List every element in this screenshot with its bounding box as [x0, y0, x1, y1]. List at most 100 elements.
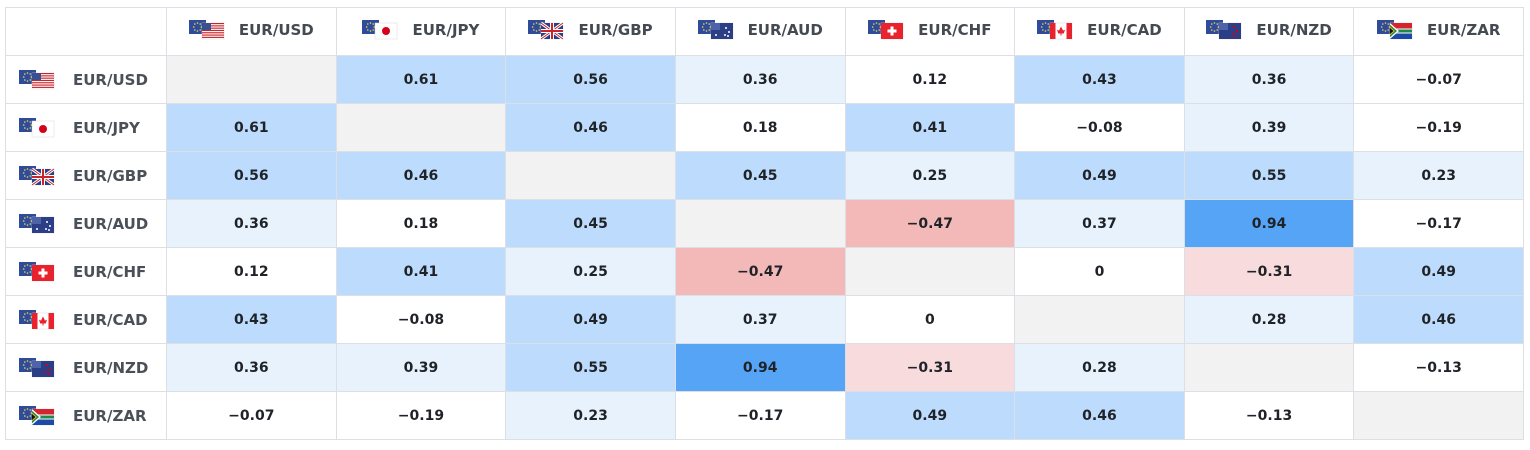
column-header-label: EUR/JPY — [412, 20, 480, 39]
correlation-cell: 0.37 — [1014, 199, 1185, 248]
ch-flag-icon — [868, 19, 904, 40]
correlation-cell: 0.46 — [335, 151, 507, 200]
correlation-cell: 0.43 — [1014, 55, 1185, 104]
correlation-cell: −0.13 — [1183, 391, 1355, 440]
row-header-label: EUR/USD — [73, 70, 148, 89]
correlation-cell: 0.28 — [1183, 295, 1355, 344]
matrix-row: EUR/USD 0.61 0.56 0.36 0.12 0.43 0.36 −0.07 — [5, 55, 1524, 104]
correlation-cell: 0.23 — [505, 391, 676, 440]
matrix-row: EUR/ZAR −0.07 −0.19 0.23 −0.17 0.49 0.46 −0.13 — [5, 391, 1524, 440]
correlation-cell: 0.46 — [505, 103, 676, 152]
jp-flag-icon — [362, 19, 398, 40]
matrix-row: EUR/CHF 0.12 0.41 0.25 −0.47 0 −0.31 0.49 — [5, 247, 1524, 296]
correlation-cell: 0.25 — [505, 247, 676, 296]
column-header: EUR/GBP — [505, 7, 676, 56]
us-flag-icon — [19, 69, 55, 90]
correlation-cell: 0.36 — [166, 343, 337, 392]
row-header: EUR/AUD — [5, 199, 167, 248]
correlation-cell: 0.56 — [166, 151, 337, 200]
row-header-label: EUR/CAD — [73, 310, 148, 329]
correlation-cell: −0.13 — [1353, 343, 1524, 392]
correlation-cell: 0.12 — [844, 55, 1016, 104]
correlation-cell: 0.41 — [844, 103, 1016, 152]
ca-flag-icon — [19, 309, 55, 330]
correlation-cell: 0.56 — [505, 55, 676, 104]
correlation-cell: −0.07 — [166, 391, 337, 440]
correlation-cell: 0.36 — [166, 199, 337, 248]
diagonal-cell — [505, 151, 676, 200]
correlation-cell: −0.47 — [674, 247, 846, 296]
au-flag-icon — [19, 213, 55, 234]
correlation-cell: 0.46 — [1353, 295, 1524, 344]
row-header: EUR/ZAR — [5, 391, 167, 440]
correlation-cell: 0.36 — [674, 55, 846, 104]
correlation-cell: 0.23 — [1353, 151, 1524, 200]
column-header: EUR/USD — [166, 7, 337, 56]
corner-cell — [5, 7, 167, 56]
diagonal-cell — [1183, 343, 1355, 392]
correlation-cell: 0.18 — [335, 199, 507, 248]
correlation-matrix: EUR/USD EUR/JPY EUR/GBP EUR/AUD EUR/CHF EUR/C… — [5, 7, 1524, 440]
au-flag-icon — [697, 19, 734, 40]
correlation-cell: −0.08 — [335, 295, 507, 344]
correlation-cell: 0.36 — [1183, 55, 1355, 104]
correlation-cell: −0.31 — [844, 343, 1016, 392]
row-header-label: EUR/JPY — [73, 118, 140, 137]
diagonal-cell — [166, 55, 337, 104]
column-header: EUR/AUD — [674, 7, 846, 56]
correlation-cell: 0.61 — [166, 103, 337, 152]
correlation-cell: 0.39 — [335, 343, 507, 392]
column-header: EUR/CAD — [1014, 7, 1185, 56]
correlation-cell: −0.19 — [1353, 103, 1524, 152]
row-header: EUR/CAD — [5, 295, 167, 344]
diagonal-cell — [674, 199, 846, 248]
nz-flag-icon — [1206, 19, 1242, 40]
row-header-label: EUR/AUD — [73, 214, 149, 233]
correlation-cell: 0.28 — [1014, 343, 1185, 392]
diagonal-cell — [1014, 295, 1185, 344]
column-header: EUR/ZAR — [1353, 7, 1524, 56]
correlation-cell: 0.55 — [505, 343, 676, 392]
correlation-cell: 0.94 — [1183, 199, 1355, 248]
correlation-cell: −0.19 — [335, 391, 507, 440]
za-flag-icon — [19, 405, 55, 426]
correlation-cell: −0.17 — [1353, 199, 1524, 248]
column-header-label: EUR/CAD — [1087, 20, 1162, 39]
correlation-cell: −0.07 — [1353, 55, 1524, 104]
row-header: EUR/JPY — [5, 103, 167, 152]
row-header-label: EUR/CHF — [73, 262, 147, 281]
correlation-cell: −0.47 — [844, 199, 1016, 248]
correlation-cell: 0.43 — [166, 295, 337, 344]
correlation-cell: 0.25 — [844, 151, 1016, 200]
column-header-label: EUR/AUD — [747, 20, 823, 39]
matrix-row: EUR/AUD 0.36 0.18 0.45 −0.47 0.37 0.94 −0.17 — [5, 199, 1524, 248]
column-header-label: EUR/ZAR — [1426, 20, 1501, 39]
correlation-cell: 0.55 — [1183, 151, 1355, 200]
diagonal-cell — [1353, 391, 1524, 440]
correlation-cell: 0.49 — [844, 391, 1016, 440]
correlation-cell: −0.17 — [674, 391, 846, 440]
column-header: EUR/JPY — [335, 7, 507, 56]
correlation-cell: 0.61 — [335, 55, 507, 104]
correlation-cell: 0.49 — [1353, 247, 1524, 296]
row-header-label: EUR/GBP — [73, 166, 148, 185]
matrix-body: EUR/USD 0.61 0.56 0.36 0.12 0.43 0.36 −0.07 EUR/… — [5, 55, 1524, 440]
correlation-cell: 0.45 — [674, 151, 846, 200]
column-header-label: EUR/NZD — [1256, 20, 1332, 39]
ch-flag-icon — [19, 261, 55, 282]
column-header-label: EUR/USD — [238, 20, 314, 39]
za-flag-icon — [1376, 19, 1413, 40]
correlation-cell: 0.49 — [505, 295, 676, 344]
correlation-cell: 0.94 — [674, 343, 846, 392]
correlation-cell: −0.08 — [1014, 103, 1185, 152]
correlation-cell: 0.46 — [1014, 391, 1185, 440]
column-header-label: EUR/CHF — [918, 20, 992, 39]
gb-flag-icon — [19, 165, 55, 186]
matrix-row: EUR/GBP 0.56 0.46 0.45 0.25 0.49 0.55 0.23 — [5, 151, 1524, 200]
diagonal-cell — [844, 247, 1016, 296]
matrix-row: EUR/NZD 0.36 0.39 0.55 0.94 −0.31 0.28 −0.13 — [5, 343, 1524, 392]
row-header: EUR/NZD — [5, 343, 167, 392]
matrix-row: EUR/CAD 0.43 −0.08 0.49 0.37 0 0.28 0.46 — [5, 295, 1524, 344]
correlation-cell: 0.41 — [335, 247, 507, 296]
nz-flag-icon — [19, 357, 55, 378]
